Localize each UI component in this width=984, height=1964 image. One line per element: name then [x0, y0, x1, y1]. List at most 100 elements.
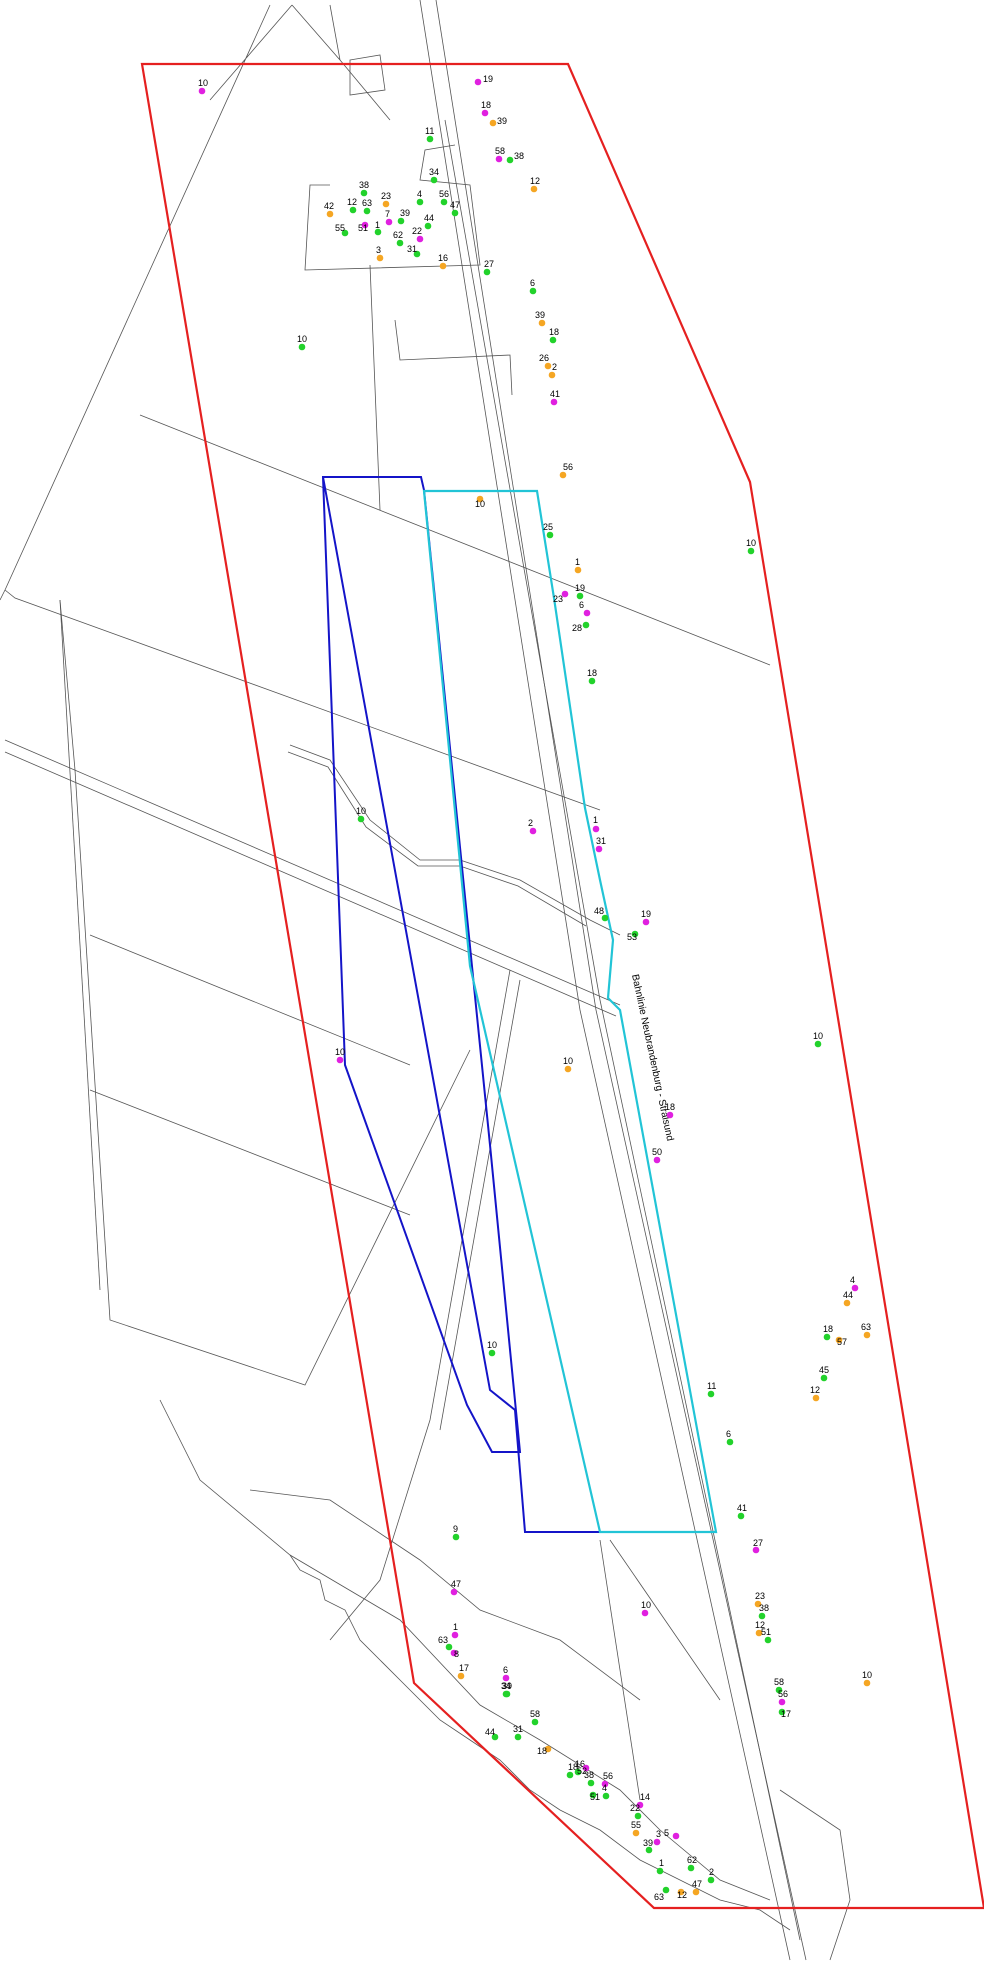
point-label: 41	[550, 389, 560, 399]
point-marker: 44	[485, 1727, 499, 1741]
creek-line	[287, 744, 621, 936]
point-label: 4	[602, 1783, 607, 1793]
parcel-line	[369, 264, 513, 511]
point-label: 10	[198, 78, 208, 88]
point-label: 1	[593, 815, 598, 825]
road-line	[139, 414, 771, 666]
point-dot	[582, 1764, 590, 1772]
point-label: 27	[753, 1538, 763, 1548]
point-label: 10	[475, 499, 485, 509]
point-label: 38	[514, 151, 524, 161]
road-line	[4, 739, 621, 1017]
point-marker: 1	[374, 220, 382, 236]
point-label: 18	[549, 327, 559, 337]
point-marker: 10	[813, 1031, 823, 1048]
point-dot	[737, 1512, 745, 1520]
point-marker: 6	[502, 1665, 510, 1682]
point-marker: 63	[438, 1635, 453, 1651]
point-dot	[413, 250, 421, 258]
point-dot	[559, 471, 567, 479]
point-dot	[450, 1649, 458, 1657]
point-marker: 39	[643, 1838, 653, 1854]
point-marker: 10	[641, 1600, 651, 1617]
point-dot	[396, 239, 404, 247]
point-marker: 56	[778, 1689, 788, 1706]
point-dot	[450, 1588, 458, 1596]
point-marker: 31	[407, 244, 421, 258]
point-dot	[662, 1886, 670, 1894]
point-label: 2	[709, 1867, 714, 1877]
point-dot	[341, 229, 349, 237]
point-label: 18	[481, 100, 491, 110]
point-marker: 39	[535, 310, 546, 327]
point-marker: 26	[539, 353, 552, 370]
point-marker: 63	[362, 198, 372, 215]
point-label: 10	[862, 1670, 872, 1680]
point-marker: 55	[631, 1820, 641, 1837]
point-dot	[692, 1888, 700, 1896]
point-label: 10	[487, 1340, 497, 1350]
point-dot	[385, 218, 393, 226]
point-dot	[451, 1631, 459, 1639]
point-label: 8	[454, 1649, 459, 1659]
point-dot	[514, 1733, 522, 1741]
point-dot	[361, 221, 369, 229]
point-label: 51	[358, 223, 368, 233]
point-marker: 6	[579, 600, 591, 617]
point-marker: 51	[761, 1627, 772, 1644]
point-dot	[440, 198, 448, 206]
point-dot	[863, 1679, 871, 1687]
point-dot	[755, 1629, 763, 1637]
point-dot	[360, 189, 368, 197]
point-label: 1	[575, 557, 580, 567]
point-marker: 18	[665, 1102, 675, 1119]
point-dot	[636, 1801, 644, 1809]
point-label: 31	[596, 836, 606, 846]
point-dot	[326, 210, 334, 218]
point-label: 27	[484, 259, 494, 269]
point-marker: 10	[563, 1056, 573, 1073]
point-marker: 23	[754, 1591, 765, 1608]
point-label: 38	[584, 1770, 594, 1780]
point-marker: 12	[677, 1888, 687, 1900]
point-marker: 39	[489, 116, 507, 127]
point-marker: 50	[652, 1147, 662, 1164]
point-label: 47	[451, 1579, 461, 1589]
point-dot	[752, 1546, 760, 1554]
point-marker: 10	[335, 1047, 345, 1064]
point-dot	[582, 621, 590, 629]
point-dot	[363, 207, 371, 215]
point-dot	[587, 1779, 595, 1787]
point-dot	[502, 1674, 510, 1682]
point-dot	[550, 398, 558, 406]
point-label: 19	[483, 74, 493, 84]
point-marker: 14	[636, 1792, 650, 1809]
point-marker: 58	[530, 1709, 540, 1726]
point-marker: 19	[474, 74, 493, 86]
point-marker: 7	[385, 209, 393, 226]
point-dot	[529, 827, 537, 835]
point-marker: 38	[506, 151, 524, 164]
point-label: 10	[335, 1047, 345, 1057]
point-label: 39	[502, 1681, 512, 1691]
point-marker: 52	[577, 1764, 590, 1776]
point-label: 18	[568, 1762, 578, 1772]
parcel-line	[89, 934, 411, 1216]
point-marker: 1	[592, 815, 600, 833]
point-dot	[707, 1876, 715, 1884]
point-dot	[416, 198, 424, 206]
point-label: 51	[761, 1627, 771, 1637]
point-dot	[843, 1299, 851, 1307]
point-dot	[564, 1065, 572, 1073]
point-dot	[491, 1733, 499, 1741]
parcel-line	[59, 599, 101, 1291]
point-dot	[641, 1609, 649, 1617]
parcel-line	[159, 1399, 771, 1901]
point-dot	[814, 1040, 822, 1048]
point-marker: 1	[574, 557, 582, 574]
parcel-line	[59, 599, 471, 1386]
point-marker: 11	[707, 1381, 716, 1398]
point-dot	[529, 287, 537, 295]
